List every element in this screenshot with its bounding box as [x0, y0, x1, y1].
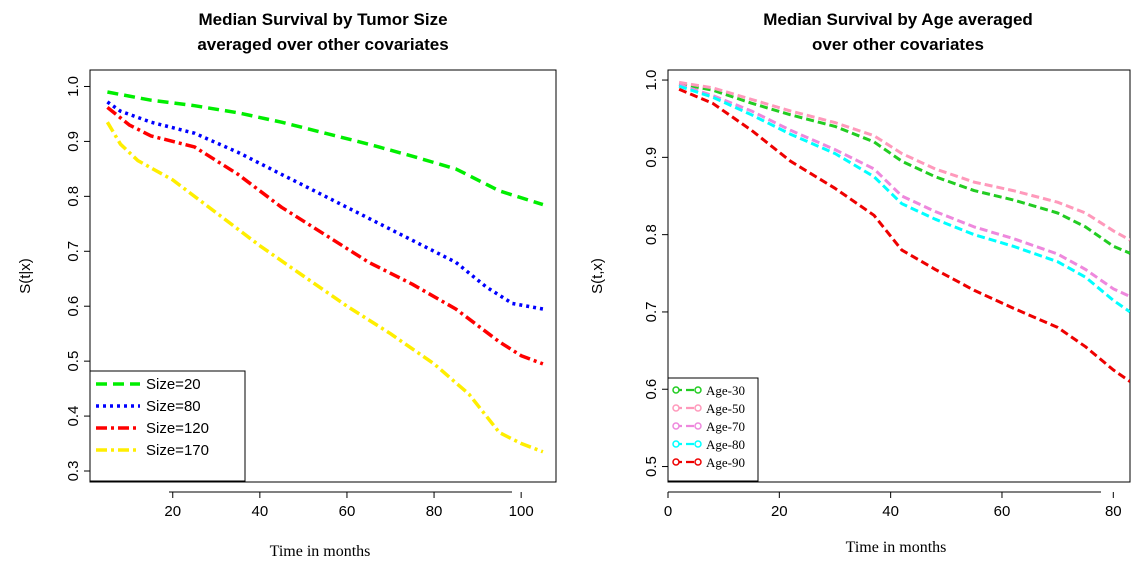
legend-marker: [694, 422, 702, 430]
legend-box: [667, 377, 759, 482]
legend-marker: [672, 458, 680, 466]
series-line: [678, 84, 1130, 314]
legend: Size=20 Size=80 Size=120 Size=170: [89, 370, 246, 482]
legend-box: [89, 370, 246, 482]
legend-label: Age-50: [706, 401, 745, 416]
plot-frame: [667, 69, 1131, 483]
y-tick-label: 0.3: [65, 461, 82, 482]
legend-label: Age-90: [706, 455, 745, 470]
y-axis: 0.5 0.6 0.7 0.8 0.9 1.0: [643, 70, 668, 477]
x-tick-label: 80: [1105, 503, 1122, 520]
x-axis-label: Time in months: [846, 539, 947, 556]
legend-marker: [672, 422, 680, 430]
legend-label: Age-80: [706, 437, 745, 452]
series-line: [678, 87, 1130, 383]
series-line: [107, 90, 544, 207]
y-tick-label: 0.7: [643, 302, 660, 323]
chart-title-line-2: averaged over other covariates: [197, 35, 448, 54]
y-tick-label: 1.0: [643, 70, 660, 91]
legend: Age-30 Age-50 Age-70 Age-80 Age-90: [667, 377, 759, 482]
y-tick-label: 0.9: [65, 131, 82, 152]
legend-label: Size=120: [146, 420, 209, 437]
legend-marker: [694, 386, 702, 394]
legend-label: Age-70: [706, 419, 745, 434]
x-axis: 20 40 60 80 100: [164, 491, 534, 520]
x-tick-label: 40: [252, 503, 269, 520]
legend-label: Size=20: [146, 376, 201, 393]
x-tick-label: 0: [664, 503, 672, 520]
age-panel: Median Survival by Age averaged over oth…: [589, 10, 1131, 556]
y-tick-label: 0.6: [643, 379, 660, 400]
x-tick-label: 80: [426, 503, 443, 520]
y-tick-label: 0.7: [65, 241, 82, 262]
series-line: [678, 80, 1130, 242]
y-tick-label: 0.6: [65, 296, 82, 317]
legend-marker: [672, 440, 680, 448]
x-axis: 0 20 40 60 80: [664, 491, 1122, 520]
y-tick-label: 0.8: [65, 186, 82, 207]
y-axis-label: S(t|x): [17, 258, 34, 294]
legend-marker: [672, 404, 680, 412]
legend-label: Age-30: [706, 383, 745, 398]
y-tick-label: 0.4: [65, 406, 82, 427]
x-axis-label: Time in months: [270, 543, 371, 560]
plot-frame: [89, 69, 557, 483]
x-tick-label: 20: [164, 503, 181, 520]
legend-marker: [672, 386, 680, 394]
y-axis: 0.3 0.4 0.5 0.6 0.7 0.8 0.9 1.0: [65, 76, 90, 481]
legend-marker: [694, 458, 702, 466]
chart-title-line-1: Median Survival by Age averaged: [763, 10, 1033, 29]
legend-label: Size=80: [146, 398, 201, 415]
series-layer: [105, 90, 544, 454]
y-tick-label: 0.9: [643, 147, 660, 168]
y-tick-label: 0.5: [643, 456, 660, 477]
series-line: [106, 100, 544, 311]
series-line: [678, 83, 1130, 298]
x-tick-label: 100: [509, 503, 534, 520]
series-layer: [678, 80, 1130, 383]
y-axis-label: S(t,x): [589, 258, 606, 294]
chart-title-line-2: over other covariates: [812, 35, 984, 54]
x-tick-label: 60: [339, 503, 356, 520]
tumor-size-panel: Median Survival by Tumor Size averaged o…: [17, 10, 557, 560]
series-line: [106, 106, 544, 366]
legend-marker: [694, 404, 702, 412]
x-tick-label: 20: [771, 503, 788, 520]
x-tick-label: 60: [994, 503, 1011, 520]
legend-marker: [694, 440, 702, 448]
legend-label: Size=170: [146, 442, 209, 459]
y-tick-label: 0.5: [65, 351, 82, 372]
y-tick-label: 1.0: [65, 76, 82, 97]
chart-title-line-1: Median Survival by Tumor Size: [198, 10, 447, 29]
x-tick-label: 40: [882, 503, 899, 520]
y-tick-label: 0.8: [643, 224, 660, 245]
series-line: [678, 82, 1130, 255]
